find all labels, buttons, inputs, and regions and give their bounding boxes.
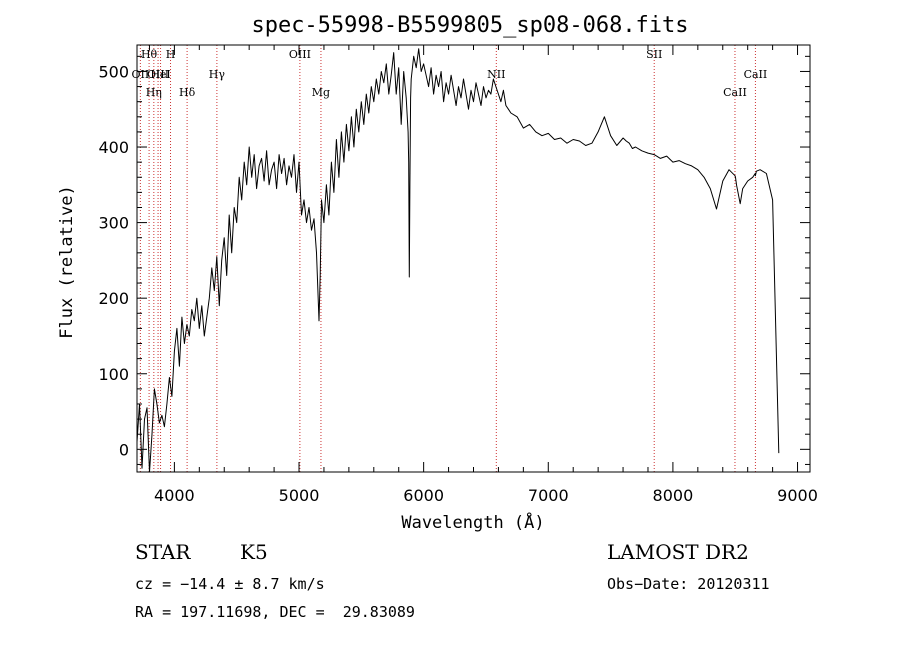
spectral-line-label-6: Hδ: [179, 86, 196, 99]
spectral-line-label-11: SII: [646, 48, 662, 61]
object-subclass: K5: [240, 540, 268, 564]
chart-title: spec-55998-B5599805_sp08-068.fits: [251, 13, 688, 38]
survey-name: LAMOST DR2: [607, 540, 749, 564]
x-tick-label-4: 8000: [653, 486, 694, 505]
object-class: STAR: [135, 540, 191, 564]
redshift-info: cz = −14.4 ± 8.7 km/s: [135, 575, 325, 593]
x-axis-ticks: 4000 5000 6000 7000 8000 9000: [148, 45, 818, 505]
spectrum-series: [136, 48, 780, 473]
spectral-line-label-13: CaII: [744, 68, 768, 81]
y-tick-label-2: 200: [98, 289, 129, 308]
plot-frame: [136, 44, 811, 473]
spectral-line-label-7: Hγ: [209, 68, 226, 81]
spectral-line-label-9: Mg: [312, 86, 330, 99]
x-tick-label-5: 9000: [777, 486, 818, 505]
y-tick-label-5: 500: [98, 62, 129, 81]
y-tick-label-3: 300: [98, 214, 129, 233]
spectral-line-label-10: NII: [487, 68, 505, 81]
obs-date: Obs−Date: 20120311: [607, 575, 770, 593]
spectral-line-label-4: HeI: [150, 68, 170, 81]
x-tick-label-0: 4000: [154, 486, 195, 505]
x-tick-label-3: 7000: [528, 486, 569, 505]
y-tick-label-4: 400: [98, 138, 129, 157]
spectral-line-label-8: OIII: [289, 48, 311, 61]
x-tick-label-1: 5000: [279, 486, 320, 505]
spectral-line-label-3: H: [166, 48, 176, 61]
y-tick-label-0: 0: [119, 440, 129, 459]
spectral-line-label-5: Hη: [146, 86, 162, 99]
spectral-line-label-12: CaII: [723, 86, 747, 99]
coordinates: RA = 197.11698, DEC = 29.83089: [135, 603, 415, 621]
x-axis-label: Wavelength (Å): [401, 511, 544, 533]
y-axis-label: Flux (relative): [57, 185, 77, 339]
spectrum-line: [136, 48, 780, 473]
y-tick-label-1: 100: [98, 365, 129, 384]
y-axis-ticks: 0 100 200 300 400 500: [98, 55, 810, 465]
spectral-line-label-2: OIII: [147, 68, 169, 81]
x-tick-label-2: 6000: [403, 486, 444, 505]
